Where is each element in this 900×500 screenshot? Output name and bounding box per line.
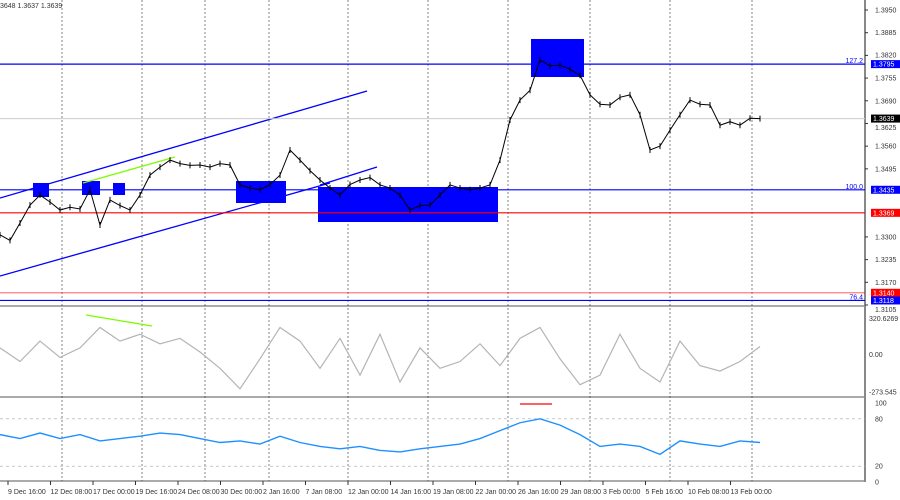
x-tick-label: 14 Jan 16:00 [391,489,432,496]
y-tick-label: 1.3300 [875,234,897,241]
fib-label: 127.2 [845,58,863,65]
rsi-tick-label: 0 [875,480,879,487]
rsi-tick-label: 80 [875,416,883,423]
ohlc-readout: 3648 1.3637 1.3639 [0,3,63,10]
cci-line [0,326,761,390]
channel-lower-line [0,182,331,277]
cci-tick-label: 320.6269 [869,316,898,323]
current-price-tag [871,114,900,123]
level-price-tag [871,288,900,297]
x-tick-label: 5 Feb 16:00 [646,489,683,496]
y-tick-label: 1.3560 [875,144,897,151]
current-price-label: 1.3639 [873,116,895,123]
level-price-tag [871,208,900,217]
x-tick-label: 29 Jan 08:00 [561,489,602,496]
x-tick-label: 9 Dec 16:00 [8,489,46,496]
x-tick-label: 22 Jan 00:00 [476,489,517,496]
level-price-label: 1.3795 [873,62,895,69]
rsi-tick-label: 20 [875,464,883,471]
x-tick-label: 10 Feb 08:00 [688,489,729,496]
divergence-line-price [82,156,176,184]
channel-upper-line [0,90,368,199]
zone-rectangle [113,183,125,195]
fib-label: 76.4 [849,294,863,301]
y-tick-label: 1.3235 [875,257,897,264]
cci-tick-label: -273.545 [869,390,897,397]
level-price-label: 1.3118 [873,298,894,305]
level-price-label: 1.3140 [873,290,895,297]
y-tick-label: 1.3495 [875,166,897,173]
y-tick-label: 1.3950 [875,8,897,15]
channel-line [319,166,378,186]
y-tick-label: 1.3625 [875,125,897,132]
x-tick-label: 26 Jan 16:00 [518,489,559,496]
x-tick-label: 3 Feb 00:00 [603,489,640,496]
zone-rectangle [318,187,498,222]
x-tick-label: 30 Dec 00:00 [221,489,263,496]
y-tick-label: 1.3105 [875,307,897,314]
x-tick-label: 2 Jan 16:00 [263,489,300,496]
y-tick-label: 1.3690 [875,98,897,105]
divergence-line-cci [85,314,153,327]
x-tick-label: 19 Jan 08:00 [433,489,474,496]
x-tick-label: 13 Feb 00:00 [731,489,772,496]
zone-rectangle [236,181,286,203]
y-tick-label: 1.3170 [875,280,897,287]
level-price-tag [871,296,900,305]
level-price-tag [871,185,900,194]
x-tick-label: 12 Jan 00:00 [348,489,389,496]
rsi-tick-label: 100 [875,401,887,408]
x-tick-label: 19 Dec 16:00 [136,489,178,496]
cci-tick-label: 0.00 [869,352,883,359]
level-price-label: 1.3369 [873,210,895,217]
zone-rectangle [531,39,584,77]
y-tick-label: 1.3820 [875,53,897,60]
x-tick-label: 7 Jan 08:00 [306,489,343,496]
x-tick-label: 12 Dec 08:00 [51,489,93,496]
zone-rectangle [82,181,100,195]
x-tick-label: 24 Dec 08:00 [178,489,220,496]
y-tick-label: 1.3885 [875,30,897,37]
level-price-tag [871,60,900,69]
y-tick-label: 1.3755 [875,76,897,83]
rsi-line [0,418,761,456]
level-price-label: 1.3435 [873,187,895,194]
x-tick-label: 17 Dec 00:00 [93,489,135,496]
fib-label: 100.0 [845,184,863,191]
